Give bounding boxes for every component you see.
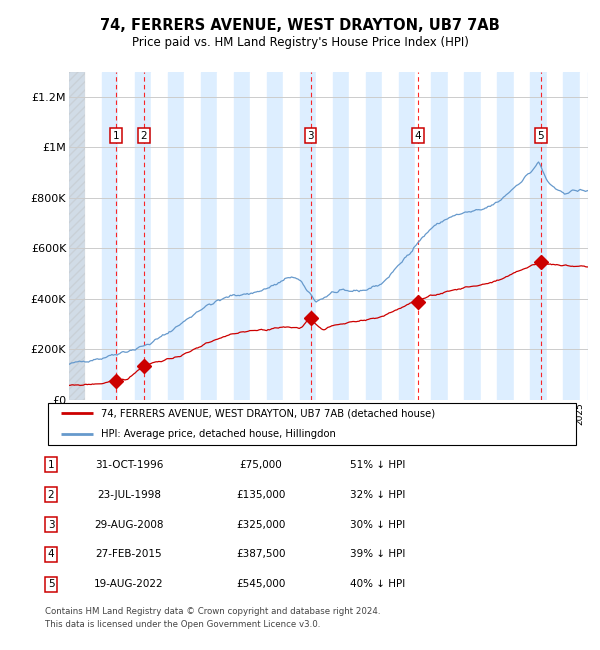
Bar (332, 72, 349, 400)
Bar (448, 72, 464, 400)
Bar (365, 72, 382, 400)
Text: 27-FEB-2015: 27-FEB-2015 (95, 549, 163, 560)
Text: 1: 1 (112, 131, 119, 140)
Text: 31-OCT-1996: 31-OCT-1996 (95, 460, 163, 470)
Text: 2: 2 (47, 489, 55, 500)
Bar (168, 72, 184, 400)
Text: 1: 1 (47, 460, 55, 470)
Bar (283, 72, 299, 400)
Text: Contains HM Land Registry data © Crown copyright and database right 2024.: Contains HM Land Registry data © Crown c… (45, 607, 380, 616)
Text: 5: 5 (47, 579, 55, 590)
Text: 32% ↓ HPI: 32% ↓ HPI (350, 489, 406, 500)
Bar (398, 72, 415, 400)
Bar (349, 72, 365, 400)
Text: 2: 2 (140, 131, 147, 140)
Text: Price paid vs. HM Land Registry's House Price Index (HPI): Price paid vs. HM Land Registry's House … (131, 36, 469, 49)
Text: 30% ↓ HPI: 30% ↓ HPI (350, 519, 406, 530)
Bar (135, 72, 151, 400)
Text: 19-AUG-2022: 19-AUG-2022 (94, 579, 164, 590)
Text: 39% ↓ HPI: 39% ↓ HPI (350, 549, 406, 560)
Bar (69, 72, 85, 400)
Text: 40% ↓ HPI: 40% ↓ HPI (350, 579, 406, 590)
Bar (547, 72, 563, 400)
Text: 4: 4 (415, 131, 421, 140)
Text: This data is licensed under the Open Government Licence v3.0.: This data is licensed under the Open Gov… (45, 620, 320, 629)
Text: £325,000: £325,000 (236, 519, 286, 530)
Text: 3: 3 (47, 519, 55, 530)
Bar (250, 72, 267, 400)
Bar (530, 72, 547, 400)
Bar (184, 72, 201, 400)
Bar (415, 72, 431, 400)
Bar (514, 72, 530, 400)
Text: 29-AUG-2008: 29-AUG-2008 (94, 519, 164, 530)
Text: 4: 4 (47, 549, 55, 560)
Text: £75,000: £75,000 (239, 460, 283, 470)
Text: HPI: Average price, detached house, Hillingdon: HPI: Average price, detached house, Hill… (101, 429, 335, 439)
Bar (464, 72, 481, 400)
Bar (580, 72, 588, 400)
Bar (118, 72, 135, 400)
Bar (267, 72, 283, 400)
Bar (217, 72, 234, 400)
Bar (299, 72, 316, 400)
FancyBboxPatch shape (48, 403, 576, 445)
Text: 5: 5 (538, 131, 544, 140)
Bar (431, 72, 448, 400)
Bar (69, 72, 85, 400)
Bar (102, 72, 118, 400)
Bar (234, 72, 250, 400)
Bar (588, 72, 596, 400)
Text: £545,000: £545,000 (236, 579, 286, 590)
Bar (497, 72, 514, 400)
Bar (481, 72, 497, 400)
Bar (563, 72, 580, 400)
Text: £135,000: £135,000 (236, 489, 286, 500)
Text: 51% ↓ HPI: 51% ↓ HPI (350, 460, 406, 470)
Text: £387,500: £387,500 (236, 549, 286, 560)
Text: 23-JUL-1998: 23-JUL-1998 (97, 489, 161, 500)
Text: 74, FERRERS AVENUE, WEST DRAYTON, UB7 7AB (detached house): 74, FERRERS AVENUE, WEST DRAYTON, UB7 7A… (101, 408, 435, 418)
Bar (151, 72, 168, 400)
Bar (85, 72, 102, 400)
Bar (382, 72, 398, 400)
Text: 3: 3 (307, 131, 314, 140)
Bar (316, 72, 332, 400)
Bar (201, 72, 217, 400)
Text: 74, FERRERS AVENUE, WEST DRAYTON, UB7 7AB: 74, FERRERS AVENUE, WEST DRAYTON, UB7 7A… (100, 18, 500, 34)
